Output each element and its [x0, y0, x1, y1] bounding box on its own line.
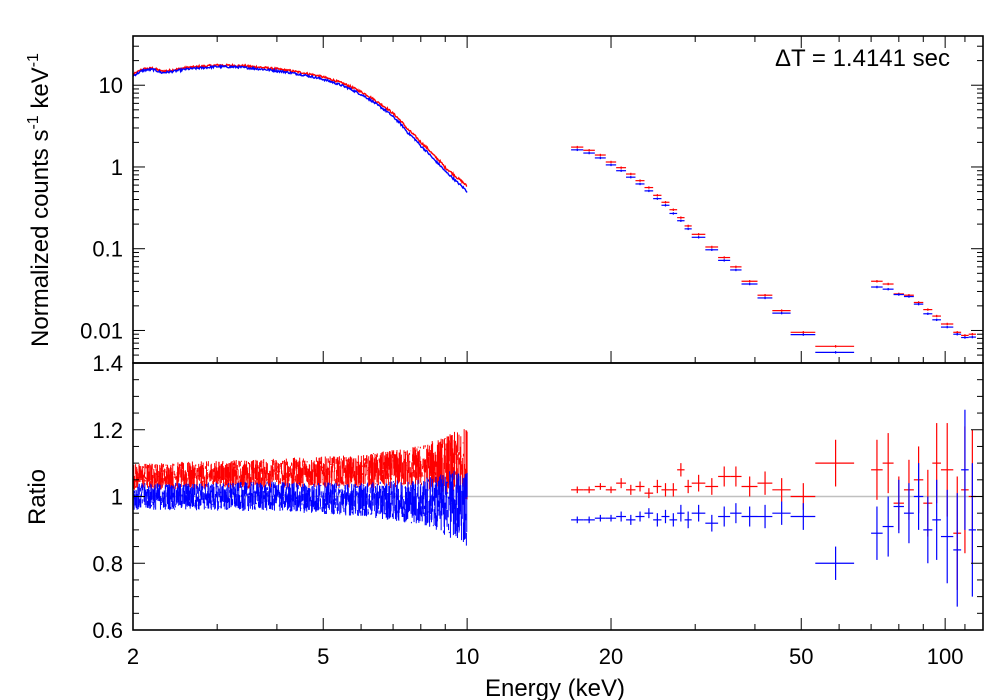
xtick-label: 20 — [599, 644, 623, 669]
xtick-label: 100 — [927, 644, 964, 669]
top-continuum-series-0 — [132, 63, 468, 187]
bottom-ytick-label: 1.4 — [92, 351, 123, 376]
bottom-ytick-label: 0.6 — [92, 618, 123, 643]
top-panel-frame — [132, 35, 984, 364]
bottom-ytick-label: 1 — [111, 485, 123, 510]
x-axis-title: Energy (keV) — [485, 675, 625, 700]
delta-t-annotation: ΔT = 1.4141 sec — [775, 45, 950, 72]
top-ytick-label: 1 — [111, 155, 123, 180]
top-ylabel-mid: keV — [27, 67, 54, 115]
xtick-label: 2 — [127, 644, 139, 669]
top-ytick-label: 10 — [99, 73, 123, 98]
bottom-ytick-label: 0.8 — [92, 551, 123, 576]
top-ytick-label: 0.01 — [80, 318, 123, 343]
xtick-label: 5 — [317, 644, 329, 669]
top-ylabel: Normalized counts s-1 keV-1 — [25, 53, 54, 347]
top-continuum-series-1 — [132, 63, 468, 193]
top-ylabel-exp2: -1 — [25, 53, 42, 67]
top-ylabel-main: Normalized counts s — [27, 130, 54, 347]
top-ytick-label: 0.1 — [92, 237, 123, 262]
chart-marks: 10 1 0.1 0.01 1.4 1.2 1 0.8 0.62 5 10 20 50 100 — [80, 35, 984, 669]
xtick-label: 10 — [455, 644, 479, 669]
bottom-ylabel: Ratio — [24, 469, 51, 525]
xtick-label: 50 — [789, 644, 813, 669]
top-ylabel-exp1: -1 — [25, 115, 42, 129]
bottom-ytick-label: 1.2 — [92, 418, 123, 443]
